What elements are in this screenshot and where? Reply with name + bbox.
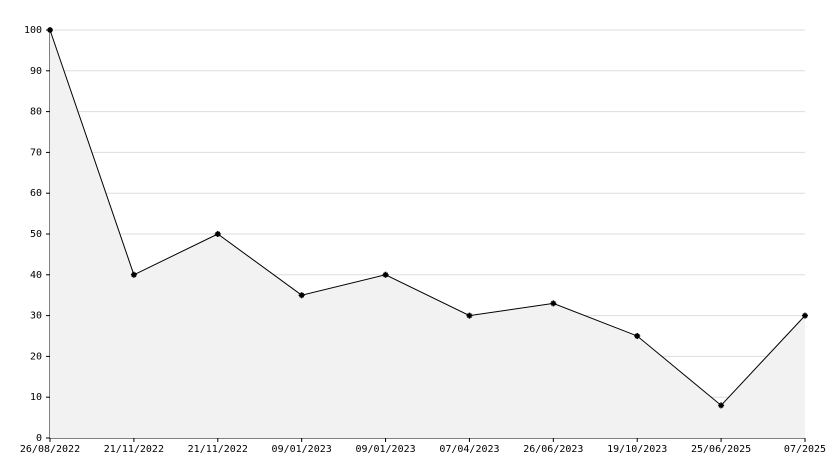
y-tick-label: 60 bbox=[30, 188, 42, 199]
marker bbox=[130, 271, 137, 278]
marker bbox=[47, 27, 53, 33]
x-tick-label: 09/01/2023 bbox=[272, 444, 332, 455]
marker bbox=[802, 312, 808, 319]
marker bbox=[214, 231, 221, 237]
y-tick-label: 30 bbox=[30, 311, 42, 322]
marker bbox=[382, 271, 389, 278]
y-tick-label: 40 bbox=[30, 270, 42, 281]
y-tick-label: 0 bbox=[36, 433, 42, 444]
y-tick-label: 20 bbox=[30, 351, 42, 362]
y-tick-label: 70 bbox=[30, 147, 42, 158]
x-tick-label: 26/08/2022 bbox=[20, 444, 80, 455]
line bbox=[49, 29, 806, 407]
y-tick-label: 90 bbox=[30, 66, 42, 77]
x-tick-label: 07/04/2023 bbox=[439, 444, 499, 455]
y-tick-label: 10 bbox=[30, 392, 42, 403]
area-fill bbox=[50, 30, 805, 438]
marker bbox=[634, 333, 641, 339]
x-tick-label: 07/2025 bbox=[784, 444, 826, 455]
x-tick-label: 21/11/2022 bbox=[188, 444, 248, 455]
x-tick-label: 21/11/2022 bbox=[104, 444, 164, 455]
marker bbox=[466, 312, 473, 319]
y-tick-label: 50 bbox=[30, 229, 42, 240]
x-tick-label: 19/10/2023 bbox=[607, 444, 667, 455]
marker bbox=[718, 402, 725, 409]
marker bbox=[298, 292, 305, 299]
x-tick-label: 25/06/2025 bbox=[691, 444, 751, 455]
x-tick-label: 09/01/2023 bbox=[355, 444, 415, 455]
y-tick-label: 80 bbox=[30, 107, 42, 118]
x-tick-label: 26/06/2023 bbox=[523, 444, 583, 455]
y-tick-label: 100 bbox=[24, 25, 42, 36]
marker bbox=[550, 300, 557, 307]
